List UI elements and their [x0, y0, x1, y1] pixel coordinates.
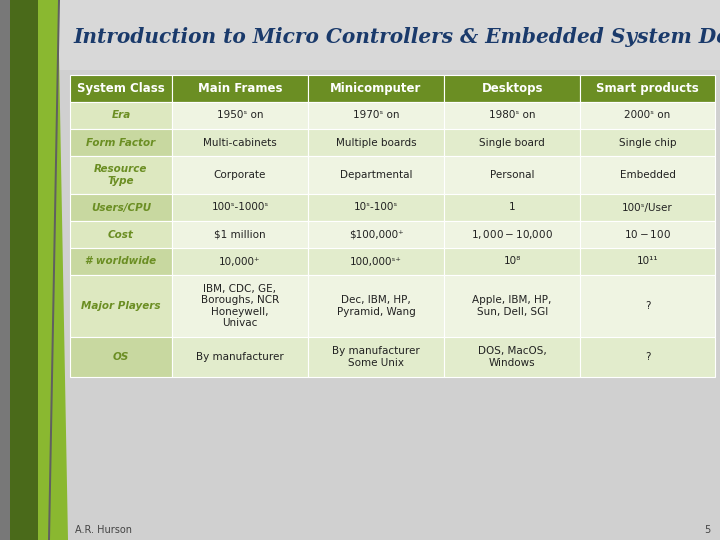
Bar	[172, 275, 308, 337]
Text: IBM, CDC, GE,
Boroughs, NCR
Honeywell,
Univac: IBM, CDC, GE, Boroughs, NCR Honeywell, U…	[201, 284, 279, 328]
Text: Multiple boards: Multiple boards	[336, 138, 416, 147]
Bar	[308, 337, 444, 377]
Text: Embedded: Embedded	[620, 170, 675, 180]
Bar	[308, 248, 444, 275]
Bar	[308, 194, 444, 221]
Text: By manufacturer: By manufacturer	[196, 352, 284, 362]
Bar	[172, 102, 308, 129]
Text: $10-$100: $10-$100	[624, 228, 671, 240]
Bar	[444, 275, 580, 337]
Text: 10¹¹: 10¹¹	[636, 256, 658, 267]
Bar	[308, 75, 444, 102]
Bar	[444, 102, 580, 129]
Polygon shape	[48, 0, 60, 540]
Bar	[580, 75, 715, 102]
Text: Introduction to Micro Controllers & Embedded System Design: Introduction to Micro Controllers & Embe…	[73, 27, 720, 47]
Bar	[172, 337, 308, 377]
Text: Multi-cabinets: Multi-cabinets	[203, 138, 276, 147]
Text: Single chip: Single chip	[619, 138, 676, 147]
Bar	[580, 275, 715, 337]
Text: System Class: System Class	[77, 82, 165, 95]
Text: Personal: Personal	[490, 170, 534, 180]
Bar	[308, 156, 444, 194]
Bar	[172, 194, 308, 221]
Text: $100,000⁺: $100,000⁺	[348, 230, 403, 240]
Text: # worldwide: # worldwide	[86, 256, 156, 267]
Text: 10⁸: 10⁸	[503, 256, 521, 267]
Bar	[308, 129, 444, 156]
Bar	[580, 221, 715, 248]
Bar	[70, 248, 172, 275]
Bar	[70, 102, 172, 129]
Text: Single board: Single board	[480, 138, 545, 147]
Text: 2000ˢ on: 2000ˢ on	[624, 111, 671, 120]
Polygon shape	[10, 0, 48, 540]
Text: By manufacturer
Some Unix: By manufacturer Some Unix	[332, 346, 420, 368]
Text: Minicomputer: Minicomputer	[330, 82, 422, 95]
Text: 1970ˢ on: 1970ˢ on	[353, 111, 400, 120]
Bar	[444, 194, 580, 221]
Bar	[172, 221, 308, 248]
Text: Resource
Type: Resource Type	[94, 164, 148, 186]
Bar	[172, 156, 308, 194]
Text: OS: OS	[113, 352, 129, 362]
Text: Dec, IBM, HP,
Pyramid, Wang: Dec, IBM, HP, Pyramid, Wang	[337, 295, 415, 317]
Bar	[70, 275, 172, 337]
Text: ?: ?	[645, 301, 650, 311]
Bar	[70, 194, 172, 221]
Text: Era: Era	[112, 111, 130, 120]
Bar	[580, 129, 715, 156]
Bar	[444, 337, 580, 377]
Bar	[172, 248, 308, 275]
Bar	[70, 156, 172, 194]
Text: 1980ˢ on: 1980ˢ on	[489, 111, 536, 120]
Bar	[70, 221, 172, 248]
Text: Cost: Cost	[108, 230, 134, 240]
Text: $1 million: $1 million	[214, 230, 266, 240]
Bar	[444, 129, 580, 156]
Text: 1: 1	[509, 202, 516, 213]
Text: 100ˢ-1000ˢ: 100ˢ-1000ˢ	[212, 202, 269, 213]
Bar	[308, 102, 444, 129]
Text: Departmental: Departmental	[340, 170, 413, 180]
Text: DOS, MacOS,
Windows: DOS, MacOS, Windows	[478, 346, 546, 368]
Bar	[308, 221, 444, 248]
Bar	[444, 75, 580, 102]
Bar	[444, 221, 580, 248]
Bar	[308, 275, 444, 337]
Bar	[70, 337, 172, 377]
Bar	[0, 0, 720, 70]
Bar	[70, 75, 172, 102]
Bar	[444, 156, 580, 194]
Bar	[580, 156, 715, 194]
Text: Apple, IBM, HP,
Sun, Dell, SGI: Apple, IBM, HP, Sun, Dell, SGI	[472, 295, 552, 317]
Text: Form Factor: Form Factor	[86, 138, 156, 147]
Text: 100ˢ/User: 100ˢ/User	[622, 202, 673, 213]
Text: Users/CPU: Users/CPU	[91, 202, 151, 213]
Text: Major Players: Major Players	[81, 301, 161, 311]
Polygon shape	[0, 0, 20, 540]
Text: $1,000-$10,000: $1,000-$10,000	[471, 228, 553, 241]
Text: 10ˢ-100ˢ: 10ˢ-100ˢ	[354, 202, 398, 213]
Text: A.R. Hurson: A.R. Hurson	[75, 525, 132, 535]
Text: Corporate: Corporate	[214, 170, 266, 180]
Text: Desktops: Desktops	[482, 82, 543, 95]
Bar	[172, 129, 308, 156]
Bar	[580, 102, 715, 129]
Bar	[172, 75, 308, 102]
Bar	[580, 194, 715, 221]
Bar	[580, 248, 715, 275]
Text: 5: 5	[703, 525, 710, 535]
Bar	[70, 129, 172, 156]
Text: Smart products: Smart products	[596, 82, 699, 95]
Text: Main Frames: Main Frames	[198, 82, 282, 95]
Text: 10,000⁺: 10,000⁺	[219, 256, 261, 267]
Bar	[580, 337, 715, 377]
Bar	[444, 248, 580, 275]
Text: ?: ?	[645, 352, 650, 362]
Text: 100,000ˢ⁺: 100,000ˢ⁺	[350, 256, 402, 267]
Polygon shape	[38, 0, 68, 540]
Text: 1950ˢ on: 1950ˢ on	[217, 111, 264, 120]
